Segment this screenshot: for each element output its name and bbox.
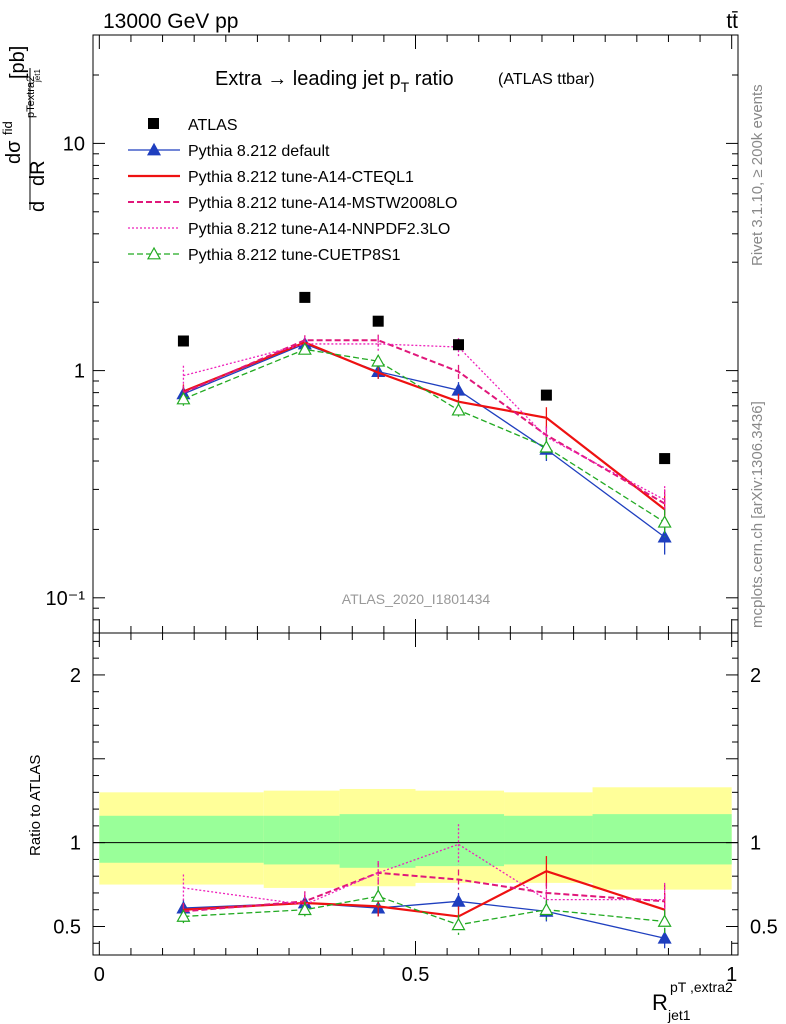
xlabel-sub: jet1 [667,1007,691,1023]
ratio-point [176,909,191,922]
main-ytick-label: 1 [74,361,85,383]
legend-label: Pythia 8.212 tune-CUETP8S1 [188,247,401,264]
ratio-point [371,889,386,902]
data-point [372,315,384,327]
energy-label: 13000 GeV pp [103,10,238,33]
ratio-ylabel: Ratio to ATLAS [27,755,44,856]
legend-marker [146,246,162,260]
data-point [453,339,464,351]
ratio-ytick-label-right: 1 [750,833,761,855]
main-ylabel: d dσ fid pTextra2 jet1 dR [pb] [0,46,49,212]
ratio-band-green [263,815,340,865]
data-point [540,389,552,401]
main-point [539,439,554,453]
xlabel-sup: pT ,extra2 [670,979,733,995]
ratio-series-line [183,871,665,913]
ratio-ytick-label-right: 0.5 [750,916,778,938]
xlabel: R [652,990,668,1015]
main-ytick-label: 10 [63,133,85,155]
ratio-panel: 2 2 1 1 0.5 0.5 0 0.5 1 [53,632,778,986]
title-main: Extra → leading jet p [215,68,401,90]
main-point [297,342,312,355]
ratio-band-green [339,814,416,868]
main-ylabel-unit: [pb] [7,46,29,79]
main-ylabel-dr: dR [27,160,49,186]
xlabel-main: R [652,990,668,1015]
main-ylabel-num: d [27,201,49,212]
ratio-band-green [592,814,732,865]
legend-label: Pythia 8.212 default [188,143,330,160]
main-ylabel-sub2: jet1 [33,69,42,83]
ratio-series-line [183,869,665,918]
main-point [371,353,386,367]
ratio-ytick-label: 2 [70,665,81,687]
chart-title: Extra → leading jet pT ratio [215,68,454,95]
main-series-line [183,343,665,501]
main-point [176,391,191,405]
main-ytick-label: 10⁻¹ [46,588,86,610]
analysis-watermark: ATLAS_2020_I1801434 [342,591,491,607]
ratio-series-line [183,895,665,926]
legend-label: Pythia 8.212 tune-A14-CTEQL1 [188,169,414,186]
data-point [177,335,189,347]
xtick-label: 0 [94,964,105,986]
title-tail: ratio [409,68,453,90]
main-panel: 10 1 10⁻¹ [46,34,739,634]
main-series-line [183,343,666,538]
ratio-ytick-label-right: 2 [750,665,761,687]
xtick-label: 0.5 [402,964,430,986]
main-point [657,515,672,528]
chart-title-small: (ATLAS ttbar) [498,71,595,88]
mcplots-label: mcplots.cern.ch [arXiv:1306.3436] [749,401,766,628]
legend-label: Pythia 8.212 tune-A14-NNPDF2.3LO [188,221,450,238]
ratio-point [297,902,312,916]
ratio-series-line [183,843,665,906]
xtick-label: 1 [726,964,737,986]
legend-marker-atlas [148,118,159,129]
data-point [659,453,671,465]
ratio-ytick-label: 1 [70,833,81,855]
ratio-series-line [183,900,665,939]
legend-marker [146,142,162,156]
legend-label: Pythia 8.212 tune-A14-MSTW2008LO [188,195,457,212]
main-ylabel-sub: pTextra2 [25,76,37,118]
ratio-point [451,917,466,931]
ratio-point [539,902,554,916]
data-point [299,291,311,303]
ratio-band-green [415,814,505,867]
ratio-band-green [504,815,593,865]
main-ylabel-fid: fid [0,121,15,135]
main-ylabel-sigma: dσ [3,140,25,164]
ratio-point [657,930,672,944]
title-subscript: T [401,79,410,95]
ratio-point [451,894,466,907]
process-label: tt̄ [726,10,738,33]
main-series-line [183,341,666,511]
rivet-label: Rivet 3.1.10, ≥ 200k events [749,84,766,266]
legend: ATLAS Pythia 8.212 default Pythia 8.212 tu… [128,117,457,264]
ratio-ytick-label: 0.5 [53,916,81,938]
ratio-point [657,914,672,927]
main-series-line [183,348,665,523]
ratio-band-green [99,815,264,863]
legend-label-atlas: ATLAS [188,117,238,134]
main-point [451,402,466,416]
